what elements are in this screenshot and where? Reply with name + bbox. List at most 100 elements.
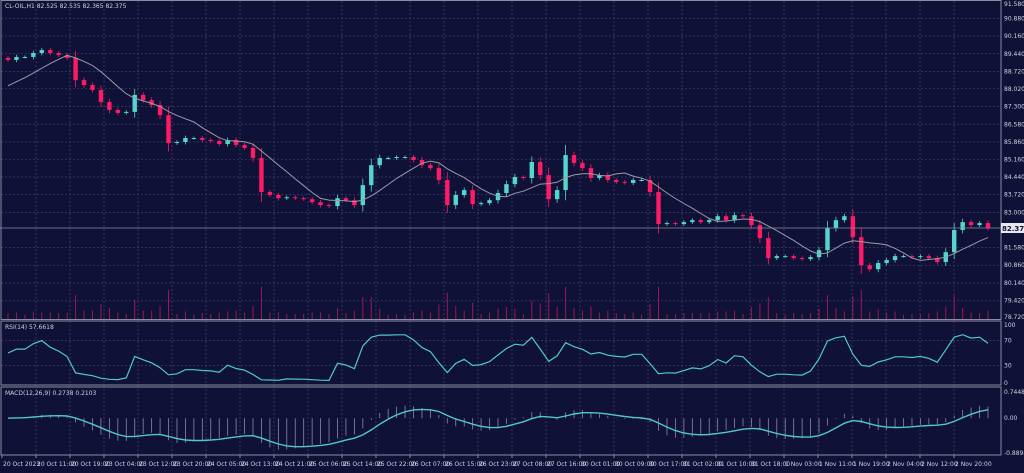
bear-candle [867, 265, 872, 270]
bull-candle [715, 216, 720, 221]
bear-candle [799, 258, 805, 260]
price-tick-label: 78.720 [1004, 314, 1024, 321]
price-tick-label: 80.860 [1004, 262, 1024, 269]
bear-candle [580, 162, 585, 169]
rsi-label: RSI(14) 57.6618 [5, 324, 54, 331]
bull-candle [825, 228, 830, 251]
bear-candle [107, 102, 112, 110]
bear-candle [293, 197, 298, 199]
time-tick-label: 26 Oct 23:00 [479, 461, 518, 468]
time-tick-label: 1 Nov 19:00 [853, 461, 890, 468]
time-tick-label: 26 Oct 07:00 [411, 461, 450, 468]
axis-labels: 91.580 90.880 90.160 89.440 88.720 88.020 87.3… [3, 1, 1024, 468]
macd-tick-label: -0.8898 [1004, 450, 1024, 457]
bull-candle [335, 198, 340, 207]
bull-candle [191, 138, 197, 140]
bear-candle [428, 165, 433, 169]
bull-candle [681, 222, 687, 225]
bear-candle [200, 138, 205, 141]
price-tick-label: 84.440 [1004, 174, 1024, 181]
bull-candle [554, 190, 560, 200]
bull-candle [901, 256, 906, 258]
bear-candle [749, 216, 754, 226]
bear-candle [614, 179, 619, 182]
bear-candle [149, 100, 154, 106]
time-tick-label: 30 Oct 01:00 [581, 461, 620, 468]
bull-candle [478, 203, 484, 205]
bull-candle [369, 165, 374, 186]
price-tick-label: 85.860 [1004, 139, 1024, 146]
moving-average-line [7, 54, 989, 261]
bear-candle [309, 199, 315, 203]
grid [1, 1, 1001, 458]
time-tick-label: 1 Nov 11:00 [819, 461, 856, 468]
bear-candle [140, 94, 146, 101]
price-tick-label: 85.160 [1004, 156, 1024, 163]
price-tick-label: 88.720 [1004, 68, 1024, 75]
bear-candle [217, 141, 222, 144]
time-tick-label: 24 Oct 05:00 [207, 461, 246, 468]
bull-candle [808, 257, 813, 260]
bear-candle [56, 53, 61, 55]
time-tick-label: 2 Nov 20:00 [955, 461, 992, 468]
time-tick-label: 25 Oct 06:00 [309, 461, 348, 468]
bull-candle [22, 56, 28, 58]
bear-candle [5, 57, 11, 60]
bull-candle [504, 184, 509, 194]
bear-candle [538, 161, 543, 176]
bear-candle [326, 205, 332, 207]
macd-label: MACD(12,26,9) 0.2738 0.2103 [5, 390, 97, 397]
bear-candle [647, 179, 653, 193]
bear-candle [157, 105, 163, 116]
time-tick-label: 31 Oct 18:00 [751, 461, 790, 468]
time-tick-label: 27 Oct 08:00 [513, 461, 552, 468]
bull-candle [707, 220, 712, 223]
bull-candle [884, 260, 889, 264]
bear-candle [445, 179, 450, 206]
bear-candle [115, 109, 121, 113]
bull-candle [512, 177, 518, 185]
bull-candle [630, 179, 636, 183]
bear-candle [766, 238, 771, 259]
rsi-tick-label: 0 [1004, 380, 1008, 387]
time-tick-label: 20 Oct 2023 [3, 461, 40, 468]
bull-candle [732, 215, 737, 221]
bear-candle [985, 223, 991, 228]
bear-candle [259, 158, 264, 193]
symbol-header: CL-OIL,H1 82.525 82.535 82.365 82.375 [5, 3, 127, 10]
time-tick-label: 31 Oct 02:00 [683, 461, 722, 468]
bull-candle [892, 256, 898, 261]
volume-histogram [7, 287, 989, 319]
price-tick-label: 86.580 [1004, 121, 1024, 128]
bull-candle [487, 200, 492, 204]
bear-candle [521, 177, 526, 179]
bear-candle [436, 168, 442, 180]
bear-candle [411, 157, 416, 160]
macd-histogram [16, 405, 989, 450]
bear-candle [935, 258, 940, 263]
bear-candle [233, 140, 239, 145]
price-tick-label: 89.440 [1004, 51, 1024, 58]
bear-candle [723, 216, 729, 221]
time-tick-label: 24 Oct 21:00 [275, 461, 314, 468]
time-tick-label: 31 Oct 10:00 [717, 461, 756, 468]
bull-candle [360, 185, 366, 206]
rsi-tick-label: 30 [1004, 362, 1012, 369]
bear-candle [419, 159, 425, 166]
bear-candle [605, 175, 611, 180]
bear-candle [622, 181, 627, 183]
bull-candle [690, 220, 695, 223]
bear-candle [757, 225, 763, 239]
time-tick-label: 20 Oct 19:00 [71, 461, 110, 468]
bull-candle [774, 256, 779, 259]
price-tick-label: 90.160 [1004, 33, 1024, 40]
candles [5, 47, 991, 274]
bull-candle [875, 263, 881, 270]
bull-candle [225, 140, 230, 144]
rsi-tick-label: 100 [1004, 322, 1016, 329]
bull-candle [124, 111, 129, 113]
bull-candle [462, 190, 467, 195]
panel-borders [0, 0, 1002, 456]
bear-candle [791, 256, 796, 259]
